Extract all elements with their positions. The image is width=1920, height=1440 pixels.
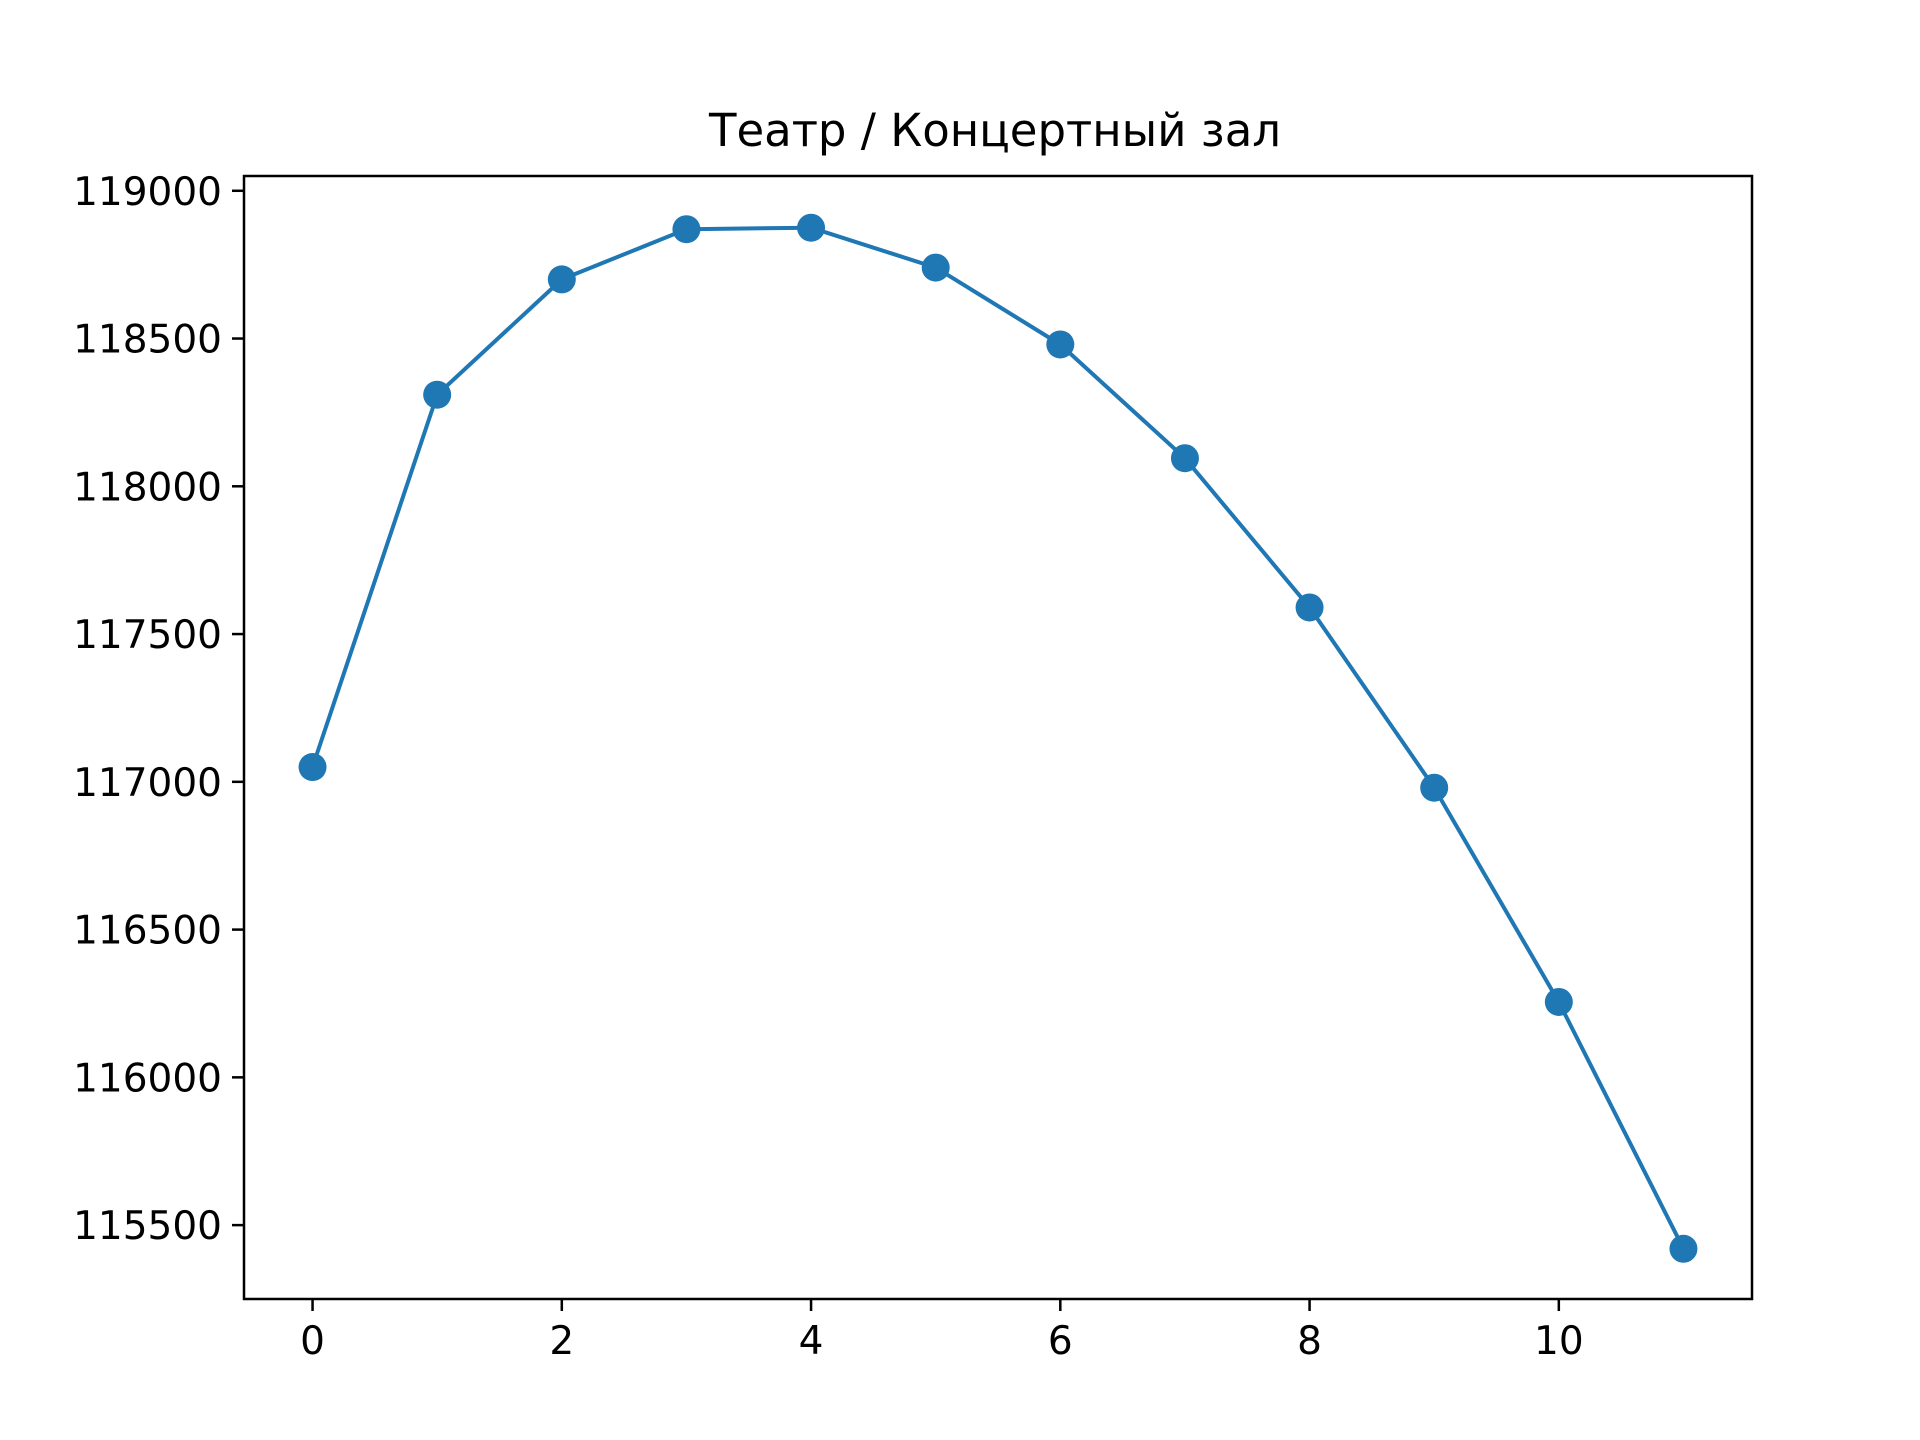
series-line xyxy=(310,225,1686,1251)
y-tick-label: 119000 xyxy=(73,170,222,215)
x-tick-label: 6 xyxy=(1048,1319,1073,1364)
data-point xyxy=(1170,444,1199,473)
plot-frame xyxy=(242,174,1754,1301)
y-tick-label: 116000 xyxy=(73,1056,222,1101)
x-tick-label: 4 xyxy=(799,1319,824,1364)
data-point xyxy=(1046,330,1075,359)
x-tick-label: 10 xyxy=(1534,1319,1584,1364)
x-tick-label: 2 xyxy=(549,1319,574,1364)
series-layer xyxy=(298,213,1698,1263)
data-point xyxy=(672,215,701,244)
data-point xyxy=(1544,987,1573,1016)
y-tick-label: 117500 xyxy=(73,613,222,658)
data-point xyxy=(547,265,576,294)
x-tick-label: 0 xyxy=(300,1319,325,1364)
data-point xyxy=(797,213,826,242)
y-tick-label: 117000 xyxy=(73,761,222,806)
data-point xyxy=(298,753,327,782)
y-tick-label: 115500 xyxy=(73,1204,222,1249)
y-tick-label: 116500 xyxy=(73,909,222,954)
data-point xyxy=(921,253,950,282)
y-tick-label: 118000 xyxy=(73,465,222,510)
x-tick-label: 8 xyxy=(1297,1319,1322,1364)
axis-ticks: 0 2 4 6 8 10 115500 116000 116500 117000 117500 118… xyxy=(73,170,1584,1364)
chart-title: Театр / Концертный зал xyxy=(708,104,1281,157)
data-point xyxy=(1420,773,1449,802)
y-tick-label: 118500 xyxy=(73,318,222,363)
data-point xyxy=(1669,1234,1698,1263)
data-point xyxy=(423,380,452,409)
data-point xyxy=(1295,593,1324,622)
